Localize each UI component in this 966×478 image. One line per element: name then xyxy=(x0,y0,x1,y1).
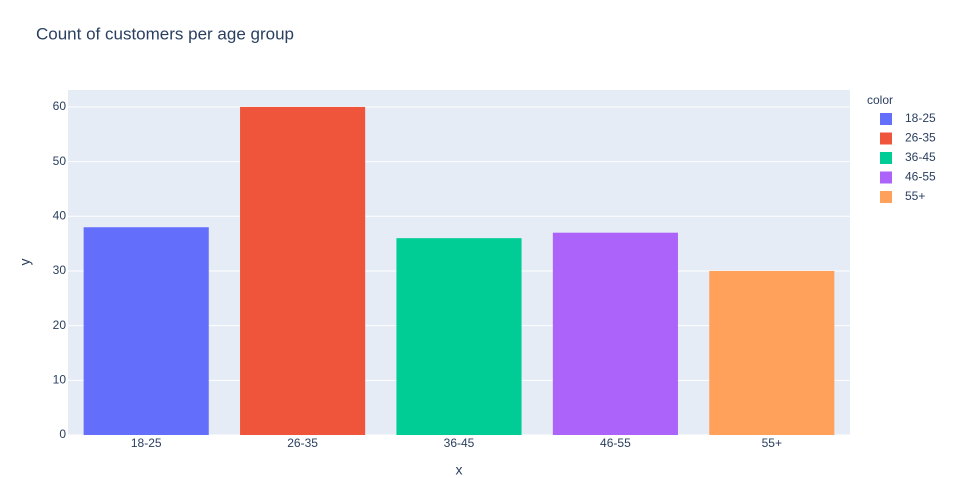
bar xyxy=(396,238,522,435)
y-tick-label: 40 xyxy=(53,208,67,222)
bar xyxy=(83,227,209,435)
bar xyxy=(552,232,678,435)
bar xyxy=(709,270,835,435)
x-tick-label: 36-45 xyxy=(444,436,475,450)
legend-swatch xyxy=(880,191,892,203)
legend-swatch xyxy=(880,132,892,145)
legend-label: 46-55 xyxy=(905,170,936,184)
legend-label: 18-25 xyxy=(905,111,936,125)
chart-title: Count of customers per age group xyxy=(36,24,294,43)
legend-title: color xyxy=(867,93,893,107)
legend-label: 55+ xyxy=(905,189,925,203)
bar xyxy=(240,106,366,436)
y-tick-label: 60 xyxy=(53,99,67,113)
x-tick-label: 26-35 xyxy=(287,436,318,450)
legend-swatch xyxy=(880,171,892,184)
legend-swatch xyxy=(880,152,892,164)
y-tick-label: 10 xyxy=(53,372,67,386)
y-axis-title: y xyxy=(17,259,33,266)
x-tick-label: 18-25 xyxy=(131,436,162,450)
y-tick-label: 30 xyxy=(53,263,67,277)
y-tick-label: 0 xyxy=(59,427,66,441)
x-tick-label: 46-55 xyxy=(600,436,631,450)
y-tick-label: 50 xyxy=(53,154,67,168)
x-axis-title: x xyxy=(456,462,463,478)
legend-label: 26-35 xyxy=(905,131,936,145)
legend-label: 36-45 xyxy=(905,150,936,164)
y-tick-label: 20 xyxy=(53,318,67,332)
x-tick-label: 55+ xyxy=(762,436,782,450)
legend-swatch xyxy=(880,113,892,125)
